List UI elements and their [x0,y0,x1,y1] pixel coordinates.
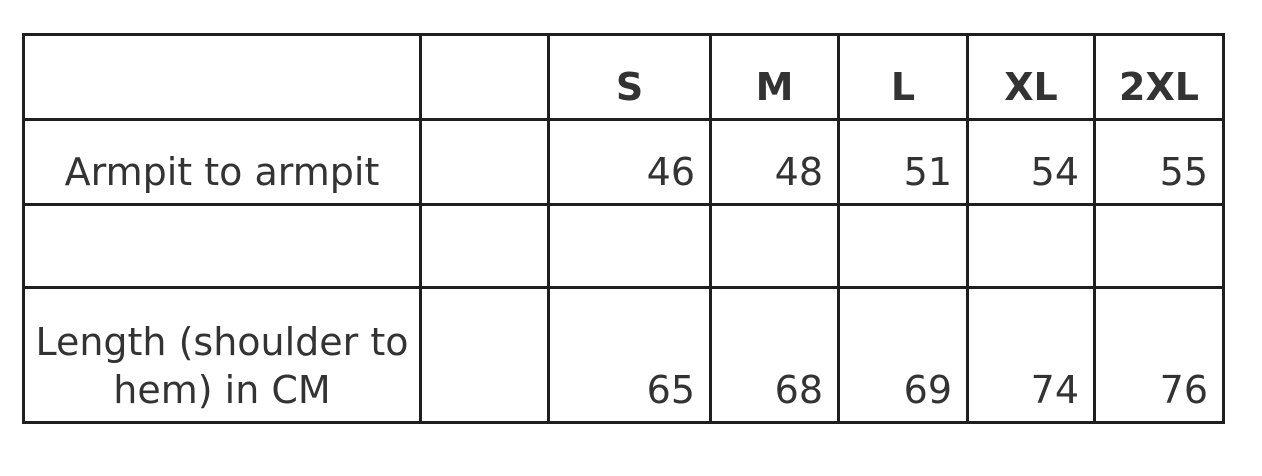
armpit-value-s: 46 [547,118,712,206]
header-size-l: L [837,33,969,121]
row-label-length: Length (shoulder to hem) in CM [22,286,422,424]
empty-value-s [547,203,712,289]
header-size-m: M [709,33,840,121]
table-row-empty [22,203,1225,289]
row-label-armpit: Armpit to armpit [22,118,422,206]
empty-label-cell [22,203,422,289]
armpit-value-m: 48 [709,118,840,206]
length-label-line-1: Length (shoulder to [35,320,409,364]
spacer-cell [419,286,550,424]
empty-value-m [709,203,840,289]
header-size-s: S [547,33,712,121]
empty-value-xl [966,203,1096,289]
header-spacer-cell [419,33,550,121]
armpit-value-xl: 54 [966,118,1096,206]
header-label-cell [22,33,422,121]
length-label-line-2: hem) in CM [113,367,331,412]
table-row-length: Length (shoulder to hem) in CM 65 68 69 … [22,286,1225,424]
length-value-l: 69 [837,286,969,424]
size-chart-table: S M L XL 2XL Armpit to armpit 46 48 51 5… [22,33,1225,424]
length-value-s: 65 [547,286,712,424]
length-value-m: 68 [709,286,840,424]
header-size-2xl: 2XL [1093,33,1225,121]
length-value-2xl: 76 [1093,286,1225,424]
empty-spacer-cell [419,203,550,289]
header-size-xl: XL [966,33,1096,121]
header-row: S M L XL 2XL [22,33,1225,121]
armpit-value-l: 51 [837,118,969,206]
length-value-xl: 74 [966,286,1096,424]
table-row-armpit: Armpit to armpit 46 48 51 54 55 [22,118,1225,206]
spacer-cell [419,118,550,206]
empty-value-2xl [1093,203,1225,289]
empty-value-l [837,203,969,289]
armpit-value-2xl: 55 [1093,118,1225,206]
